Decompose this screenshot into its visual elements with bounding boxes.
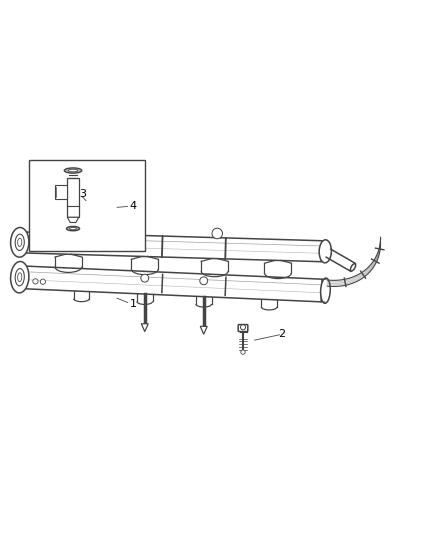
Polygon shape — [200, 326, 207, 334]
Text: 4: 4 — [130, 201, 137, 211]
Circle shape — [32, 240, 36, 245]
Bar — [29, 159, 145, 251]
Bar — [67, 179, 79, 217]
Ellipse shape — [15, 234, 24, 251]
Ellipse shape — [18, 273, 22, 281]
Circle shape — [200, 277, 208, 285]
Polygon shape — [24, 266, 322, 302]
Ellipse shape — [18, 238, 22, 246]
Circle shape — [40, 279, 46, 284]
Circle shape — [120, 225, 131, 236]
Circle shape — [241, 350, 245, 354]
Circle shape — [33, 279, 38, 284]
Ellipse shape — [11, 262, 29, 293]
Polygon shape — [25, 232, 322, 262]
Ellipse shape — [350, 264, 356, 271]
Circle shape — [39, 241, 43, 245]
Ellipse shape — [321, 278, 330, 303]
Bar — [55, 185, 67, 198]
Polygon shape — [141, 324, 148, 332]
Ellipse shape — [67, 227, 80, 231]
Ellipse shape — [64, 168, 82, 173]
Ellipse shape — [11, 228, 29, 257]
Ellipse shape — [70, 228, 77, 230]
Ellipse shape — [319, 240, 332, 263]
Ellipse shape — [15, 269, 25, 286]
Circle shape — [141, 274, 149, 282]
FancyBboxPatch shape — [238, 325, 248, 332]
Circle shape — [49, 241, 53, 245]
Circle shape — [240, 325, 246, 330]
Circle shape — [42, 241, 46, 245]
Polygon shape — [67, 217, 79, 222]
Circle shape — [212, 228, 223, 239]
Text: 1: 1 — [130, 298, 137, 309]
Text: 2: 2 — [278, 329, 285, 339]
Ellipse shape — [68, 169, 78, 172]
Text: 3: 3 — [79, 189, 86, 199]
